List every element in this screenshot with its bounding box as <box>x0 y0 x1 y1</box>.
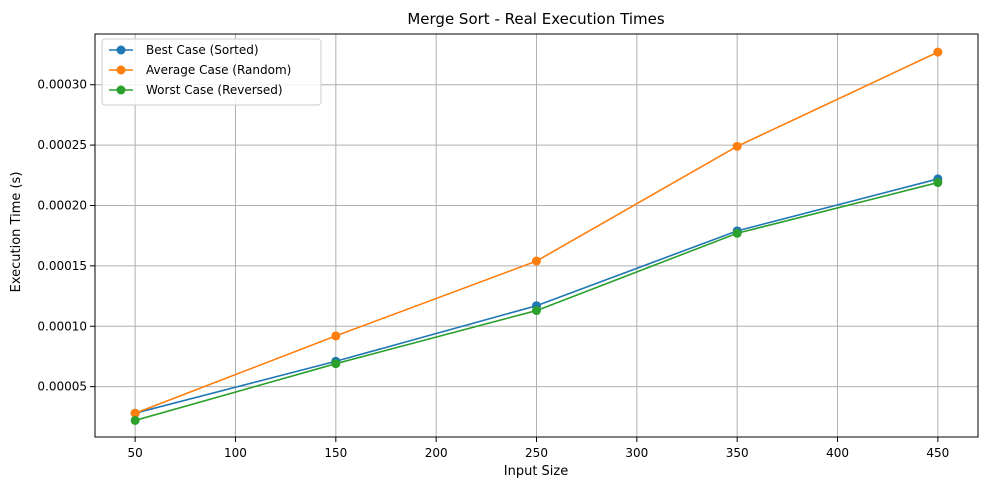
legend-swatch-marker <box>116 65 126 75</box>
y-tick-label: 0.00020 <box>37 198 87 212</box>
data-point <box>933 47 943 57</box>
legend-swatch-marker <box>116 85 126 95</box>
x-tick-label: 100 <box>224 446 247 460</box>
data-point <box>532 256 541 266</box>
data-point <box>933 178 943 188</box>
x-axis-label: Input Size <box>504 464 568 479</box>
data-point <box>331 359 341 369</box>
data-point <box>732 228 742 238</box>
x-tick-label: 400 <box>826 446 849 460</box>
x-tick-label: 50 <box>127 446 142 460</box>
y-tick-label: 0.00030 <box>37 78 87 92</box>
legend-box <box>101 38 322 106</box>
legend-label: Best Case (Sorted) <box>146 43 259 57</box>
y-tick-label: 0.00010 <box>37 319 87 333</box>
series-group <box>130 47 943 425</box>
x-tick-label: 350 <box>726 446 749 460</box>
axis-ticks: 50 100 150 200 250 300 350 400 450 0.00005 0.00010… <box>37 78 949 460</box>
x-tick-label: 200 <box>425 446 448 460</box>
legend: Best Case (Sorted) Average Case (Random) W… <box>101 38 322 106</box>
y-axis-label: Execution Time (s) <box>9 172 24 293</box>
data-point <box>130 408 140 418</box>
data-point <box>130 415 140 425</box>
y-tick-label: 0.00015 <box>37 259 87 273</box>
data-point <box>331 331 341 341</box>
chart-title: Merge Sort - Real Execution Times <box>407 10 664 28</box>
grid-lines <box>95 34 978 437</box>
x-tick-label: 250 <box>525 446 548 460</box>
data-point <box>732 141 742 151</box>
y-tick-label: 0.00005 <box>37 380 87 394</box>
legend-label: Average Case (Random) <box>146 63 291 77</box>
x-tick-label: 450 <box>926 446 949 460</box>
x-tick-label: 150 <box>324 446 347 460</box>
data-point <box>532 306 541 316</box>
legend-swatch-marker <box>116 45 126 55</box>
legend-label: Worst Case (Reversed) <box>146 83 283 97</box>
x-tick-label: 300 <box>625 446 648 460</box>
y-tick-label: 0.00025 <box>37 138 87 152</box>
